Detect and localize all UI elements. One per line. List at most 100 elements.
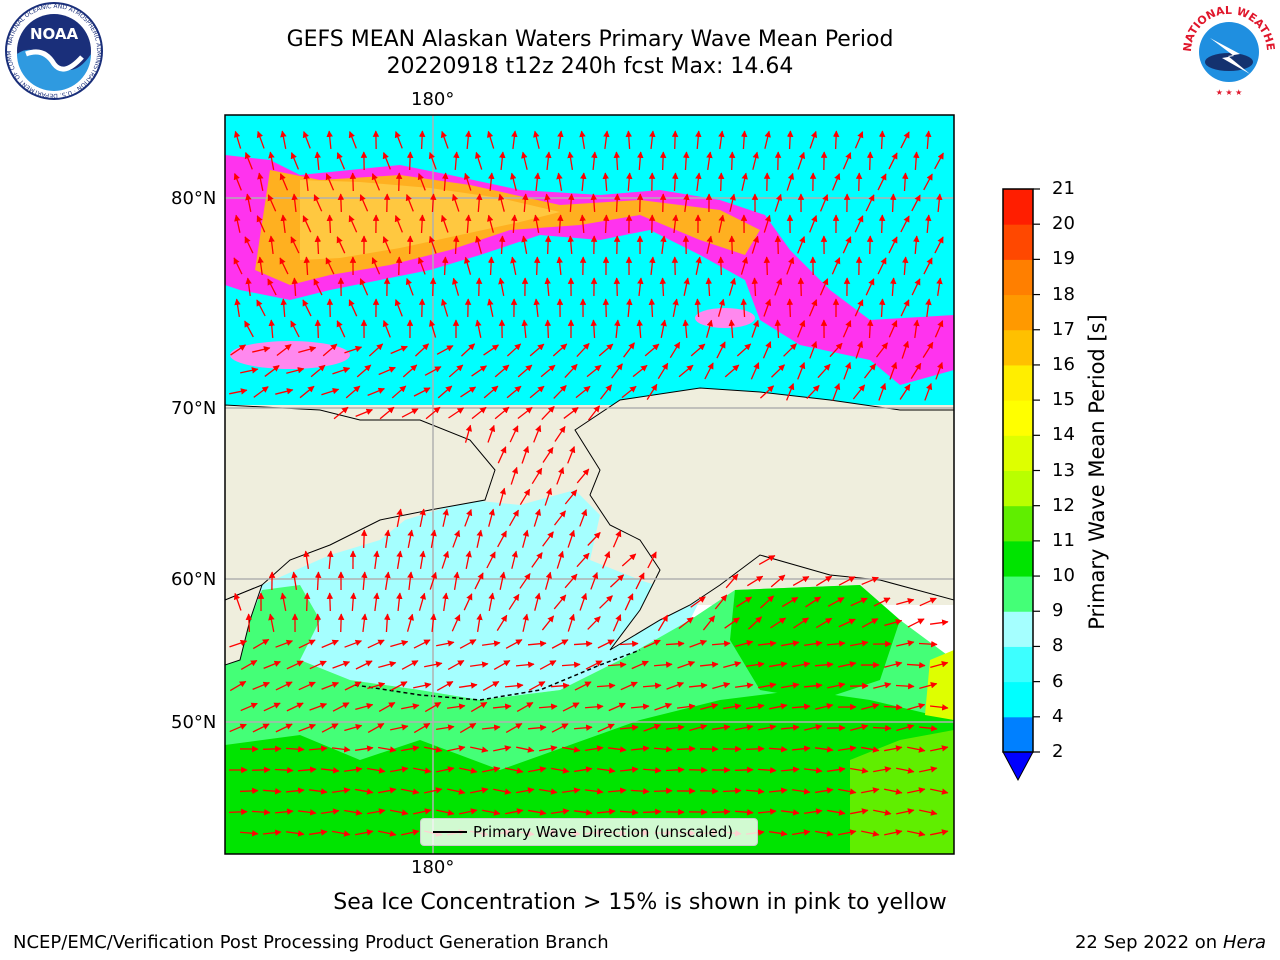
wave-direction-arrow: [320, 767, 340, 774]
wave-direction-arrow: [579, 130, 586, 149]
wave-direction-arrow: [498, 277, 505, 296]
wave-direction-arrow: [262, 829, 282, 836]
wave-direction-arrow: [519, 488, 531, 506]
wave-direction-arrow: [344, 639, 363, 648]
wave-direction-arrow: [344, 345, 363, 354]
wave-direction-arrow: [464, 214, 472, 234]
wave-direction-arrow: [470, 746, 489, 753]
wave-direction-arrow: [752, 151, 759, 170]
wave-direction-arrow: [533, 130, 540, 149]
wave-direction-arrow: [815, 703, 834, 710]
wave-direction-arrow: [256, 299, 266, 317]
wave-direction-arrow: [475, 319, 482, 338]
wave-direction-arrow: [745, 661, 765, 668]
wave-direction-arrow: [332, 830, 351, 837]
lon-label-top: 180°: [411, 89, 455, 110]
wave-direction-arrow: [383, 613, 391, 633]
wave-direction-arrow: [274, 766, 294, 774]
wave-direction-arrow: [619, 640, 639, 648]
wave-direction-arrow: [459, 682, 478, 689]
wave-direction-arrow: [321, 723, 339, 733]
wave-direction-arrow: [797, 320, 806, 338]
wave-direction-arrow: [596, 808, 616, 815]
wave-direction-arrow: [424, 661, 443, 668]
wave-direction-arrow: [573, 724, 593, 731]
wave-direction-arrow: [925, 130, 932, 150]
wave-direction-arrow: [355, 660, 373, 670]
wave-direction-arrow: [488, 508, 495, 527]
wave-direction-arrow: [336, 320, 346, 338]
wave-direction-arrow: [745, 788, 765, 795]
wave-direction-arrow: [630, 703, 650, 710]
wave-direction-arrow: [804, 808, 823, 815]
wave-direction-arrow: [539, 788, 558, 795]
run-date-text: 22 Sep 2022 on: [1074, 932, 1218, 953]
wave-direction-arrow: [671, 130, 679, 150]
colorbar-segment: [1003, 470, 1033, 507]
wave-direction-arrow: [786, 130, 794, 150]
wave-direction-arrow: [552, 343, 568, 357]
wave-direction-arrow: [413, 682, 432, 689]
wave-direction-arrow: [683, 193, 690, 213]
wave-direction-arrow: [349, 592, 357, 612]
wave-direction-arrow: [394, 298, 403, 317]
wave-direction-arrow: [390, 681, 408, 691]
wave-direction-arrow: [440, 298, 449, 317]
wave-direction-arrow: [567, 235, 574, 255]
wave-direction-arrow: [556, 550, 565, 569]
wave-direction-arrow: [348, 299, 358, 317]
wave-direction-arrow: [539, 745, 558, 752]
wave-direction-arrow: [774, 319, 782, 339]
wave-direction-arrow: [758, 682, 777, 689]
chart-subtitle: 20220918 t12z 240h fcst Max: 14.64: [386, 54, 794, 79]
wave-direction-arrow: [401, 660, 419, 670]
wave-direction-arrow: [878, 130, 886, 150]
wave-direction-arrow: [436, 640, 455, 647]
wave-direction-arrow: [642, 808, 662, 816]
wave-direction-arrow: [382, 320, 391, 338]
wave-direction-arrow: [918, 725, 938, 732]
wave-direction-arrow: [430, 529, 437, 548]
wave-direction-arrow: [327, 550, 334, 570]
wave-direction-arrow: [863, 363, 877, 379]
wave-direction-arrow: [865, 278, 875, 296]
wave-direction-arrow: [418, 214, 426, 234]
wave-direction-arrows: [228, 130, 949, 837]
wave-direction-arrow: [612, 614, 622, 632]
wave-direction-arrow: [913, 235, 920, 255]
wave-direction-arrow: [233, 130, 242, 149]
wave-direction-arrow: [757, 766, 777, 774]
wave-direction-arrow: [907, 703, 926, 711]
wave-direction-arrow: [413, 722, 431, 734]
wave-direction-arrow: [768, 745, 788, 753]
wave-direction-arrow: [922, 341, 934, 358]
wave-direction-arrow: [734, 809, 754, 816]
wave-direction-arrow: [309, 702, 328, 711]
wave-direction-arrow: [819, 194, 829, 212]
wave-direction-arrow: [505, 722, 523, 734]
wave-direction-arrow: [396, 508, 403, 527]
wave-direction-arrow: [861, 830, 880, 837]
wave-direction-arrow: [499, 571, 506, 590]
wave-direction-arrow: [414, 343, 430, 357]
wave-direction-arrow: [718, 130, 725, 150]
wave-direction-arrow: [888, 236, 898, 254]
wave-direction-arrow: [832, 130, 840, 150]
wave-direction-arrow: [280, 130, 287, 149]
wave-direction-arrow: [517, 406, 533, 420]
wave-direction-arrow: [348, 131, 357, 149]
wave-direction-arrow: [762, 341, 772, 359]
wave-direction-arrow: [861, 746, 880, 753]
wave-direction-arrow: [724, 617, 740, 629]
wave-direction-arrow: [302, 130, 311, 149]
wave-direction-arrow: [367, 723, 385, 733]
wave-direction-arrow: [448, 407, 465, 419]
wave-direction-arrow: [831, 173, 841, 191]
wave-direction-arrow: [345, 385, 361, 399]
wave-direction-arrow: [722, 787, 742, 795]
lat-label-70: 70°N: [171, 398, 217, 419]
wave-direction-arrow: [322, 343, 338, 357]
wave-direction-arrow: [418, 130, 426, 150]
wave-direction-arrow: [326, 592, 334, 612]
sea-ice-patch: [230, 341, 350, 369]
